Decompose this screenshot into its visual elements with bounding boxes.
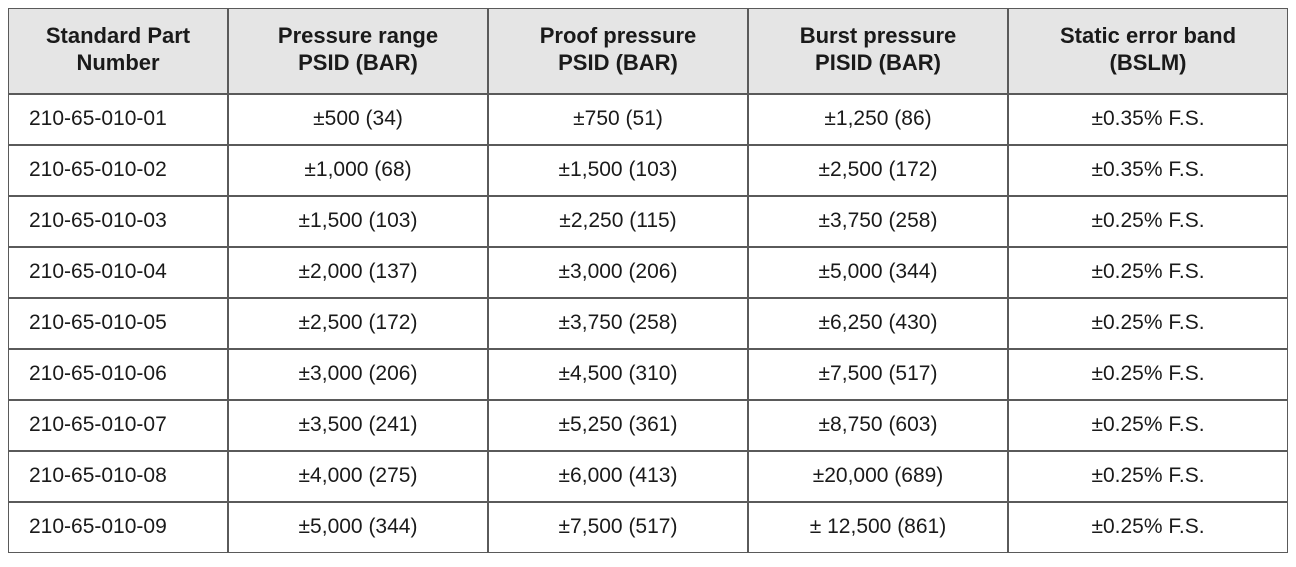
table-header-row: Standard Part Number Pressure range PSID… [8, 8, 1288, 94]
cell-pressure-range: ±4,000 (275) [228, 451, 488, 502]
cell-part-number: 210-65-010-06 [8, 349, 228, 400]
table-row: 210-65-010-09 ±5,000 (344) ±7,500 (517) … [8, 502, 1288, 553]
table-body: 210-65-010-01 ±500 (34) ±750 (51) ±1,250… [8, 94, 1288, 553]
col-header-line: Number [76, 50, 159, 75]
cell-pressure-range: ±3,000 (206) [228, 349, 488, 400]
spec-table-container: Standard Part Number Pressure range PSID… [8, 8, 1288, 553]
cell-burst-pressure: ±3,750 (258) [748, 196, 1008, 247]
cell-proof-pressure: ±4,500 (310) [488, 349, 748, 400]
cell-pressure-range: ±5,000 (344) [228, 502, 488, 553]
cell-static-error: ±0.25% F.S. [1008, 298, 1288, 349]
col-header-line: Burst pressure [800, 23, 957, 48]
cell-part-number: 210-65-010-09 [8, 502, 228, 553]
col-header-line: PSID (BAR) [558, 50, 678, 75]
cell-pressure-range: ±1,500 (103) [228, 196, 488, 247]
table-row: 210-65-010-03 ±1,500 (103) ±2,250 (115) … [8, 196, 1288, 247]
cell-static-error: ±0.35% F.S. [1008, 145, 1288, 196]
cell-proof-pressure: ±3,750 (258) [488, 298, 748, 349]
cell-burst-pressure: ±20,000 (689) [748, 451, 1008, 502]
col-header-line: PISID (BAR) [815, 50, 941, 75]
col-header-burst-pressure: Burst pressure PISID (BAR) [748, 8, 1008, 94]
table-row: 210-65-010-02 ±1,000 (68) ±1,500 (103) ±… [8, 145, 1288, 196]
cell-pressure-range: ±3,500 (241) [228, 400, 488, 451]
cell-proof-pressure: ±5,250 (361) [488, 400, 748, 451]
cell-static-error: ±0.25% F.S. [1008, 349, 1288, 400]
cell-burst-pressure: ±6,250 (430) [748, 298, 1008, 349]
col-header-line: Standard Part [46, 23, 190, 48]
cell-burst-pressure: ±5,000 (344) [748, 247, 1008, 298]
cell-proof-pressure: ±7,500 (517) [488, 502, 748, 553]
cell-burst-pressure: ±8,750 (603) [748, 400, 1008, 451]
cell-pressure-range: ±2,000 (137) [228, 247, 488, 298]
table-row: 210-65-010-08 ±4,000 (275) ±6,000 (413) … [8, 451, 1288, 502]
cell-static-error: ±0.25% F.S. [1008, 451, 1288, 502]
cell-proof-pressure: ±3,000 (206) [488, 247, 748, 298]
table-row: 210-65-010-04 ±2,000 (137) ±3,000 (206) … [8, 247, 1288, 298]
cell-part-number: 210-65-010-02 [8, 145, 228, 196]
cell-burst-pressure: ±1,250 (86) [748, 94, 1008, 145]
table-header: Standard Part Number Pressure range PSID… [8, 8, 1288, 94]
cell-burst-pressure: ± 12,500 (861) [748, 502, 1008, 553]
cell-pressure-range: ±500 (34) [228, 94, 488, 145]
table-row: 210-65-010-07 ±3,500 (241) ±5,250 (361) … [8, 400, 1288, 451]
cell-pressure-range: ±2,500 (172) [228, 298, 488, 349]
cell-burst-pressure: ±2,500 (172) [748, 145, 1008, 196]
col-header-static-error: Static error band (BSLM) [1008, 8, 1288, 94]
cell-pressure-range: ±1,000 (68) [228, 145, 488, 196]
col-header-line: PSID (BAR) [298, 50, 418, 75]
table-row: 210-65-010-06 ±3,000 (206) ±4,500 (310) … [8, 349, 1288, 400]
cell-static-error: ±0.25% F.S. [1008, 400, 1288, 451]
spec-table: Standard Part Number Pressure range PSID… [8, 8, 1288, 553]
col-header-line: Pressure range [278, 23, 438, 48]
cell-part-number: 210-65-010-07 [8, 400, 228, 451]
cell-part-number: 210-65-010-05 [8, 298, 228, 349]
cell-burst-pressure: ±7,500 (517) [748, 349, 1008, 400]
cell-part-number: 210-65-010-03 [8, 196, 228, 247]
cell-static-error: ±0.25% F.S. [1008, 502, 1288, 553]
col-header-line: Static error band [1060, 23, 1236, 48]
cell-static-error: ±0.25% F.S. [1008, 196, 1288, 247]
col-header-pressure-range: Pressure range PSID (BAR) [228, 8, 488, 94]
cell-proof-pressure: ±6,000 (413) [488, 451, 748, 502]
cell-part-number: 210-65-010-04 [8, 247, 228, 298]
cell-proof-pressure: ±1,500 (103) [488, 145, 748, 196]
col-header-proof-pressure: Proof pressure PSID (BAR) [488, 8, 748, 94]
cell-proof-pressure: ±750 (51) [488, 94, 748, 145]
cell-part-number: 210-65-010-01 [8, 94, 228, 145]
cell-proof-pressure: ±2,250 (115) [488, 196, 748, 247]
table-row: 210-65-010-01 ±500 (34) ±750 (51) ±1,250… [8, 94, 1288, 145]
table-row: 210-65-010-05 ±2,500 (172) ±3,750 (258) … [8, 298, 1288, 349]
cell-static-error: ±0.35% F.S. [1008, 94, 1288, 145]
col-header-line: Proof pressure [540, 23, 697, 48]
cell-part-number: 210-65-010-08 [8, 451, 228, 502]
col-header-part-number: Standard Part Number [8, 8, 228, 94]
cell-static-error: ±0.25% F.S. [1008, 247, 1288, 298]
col-header-line: (BSLM) [1110, 50, 1187, 75]
